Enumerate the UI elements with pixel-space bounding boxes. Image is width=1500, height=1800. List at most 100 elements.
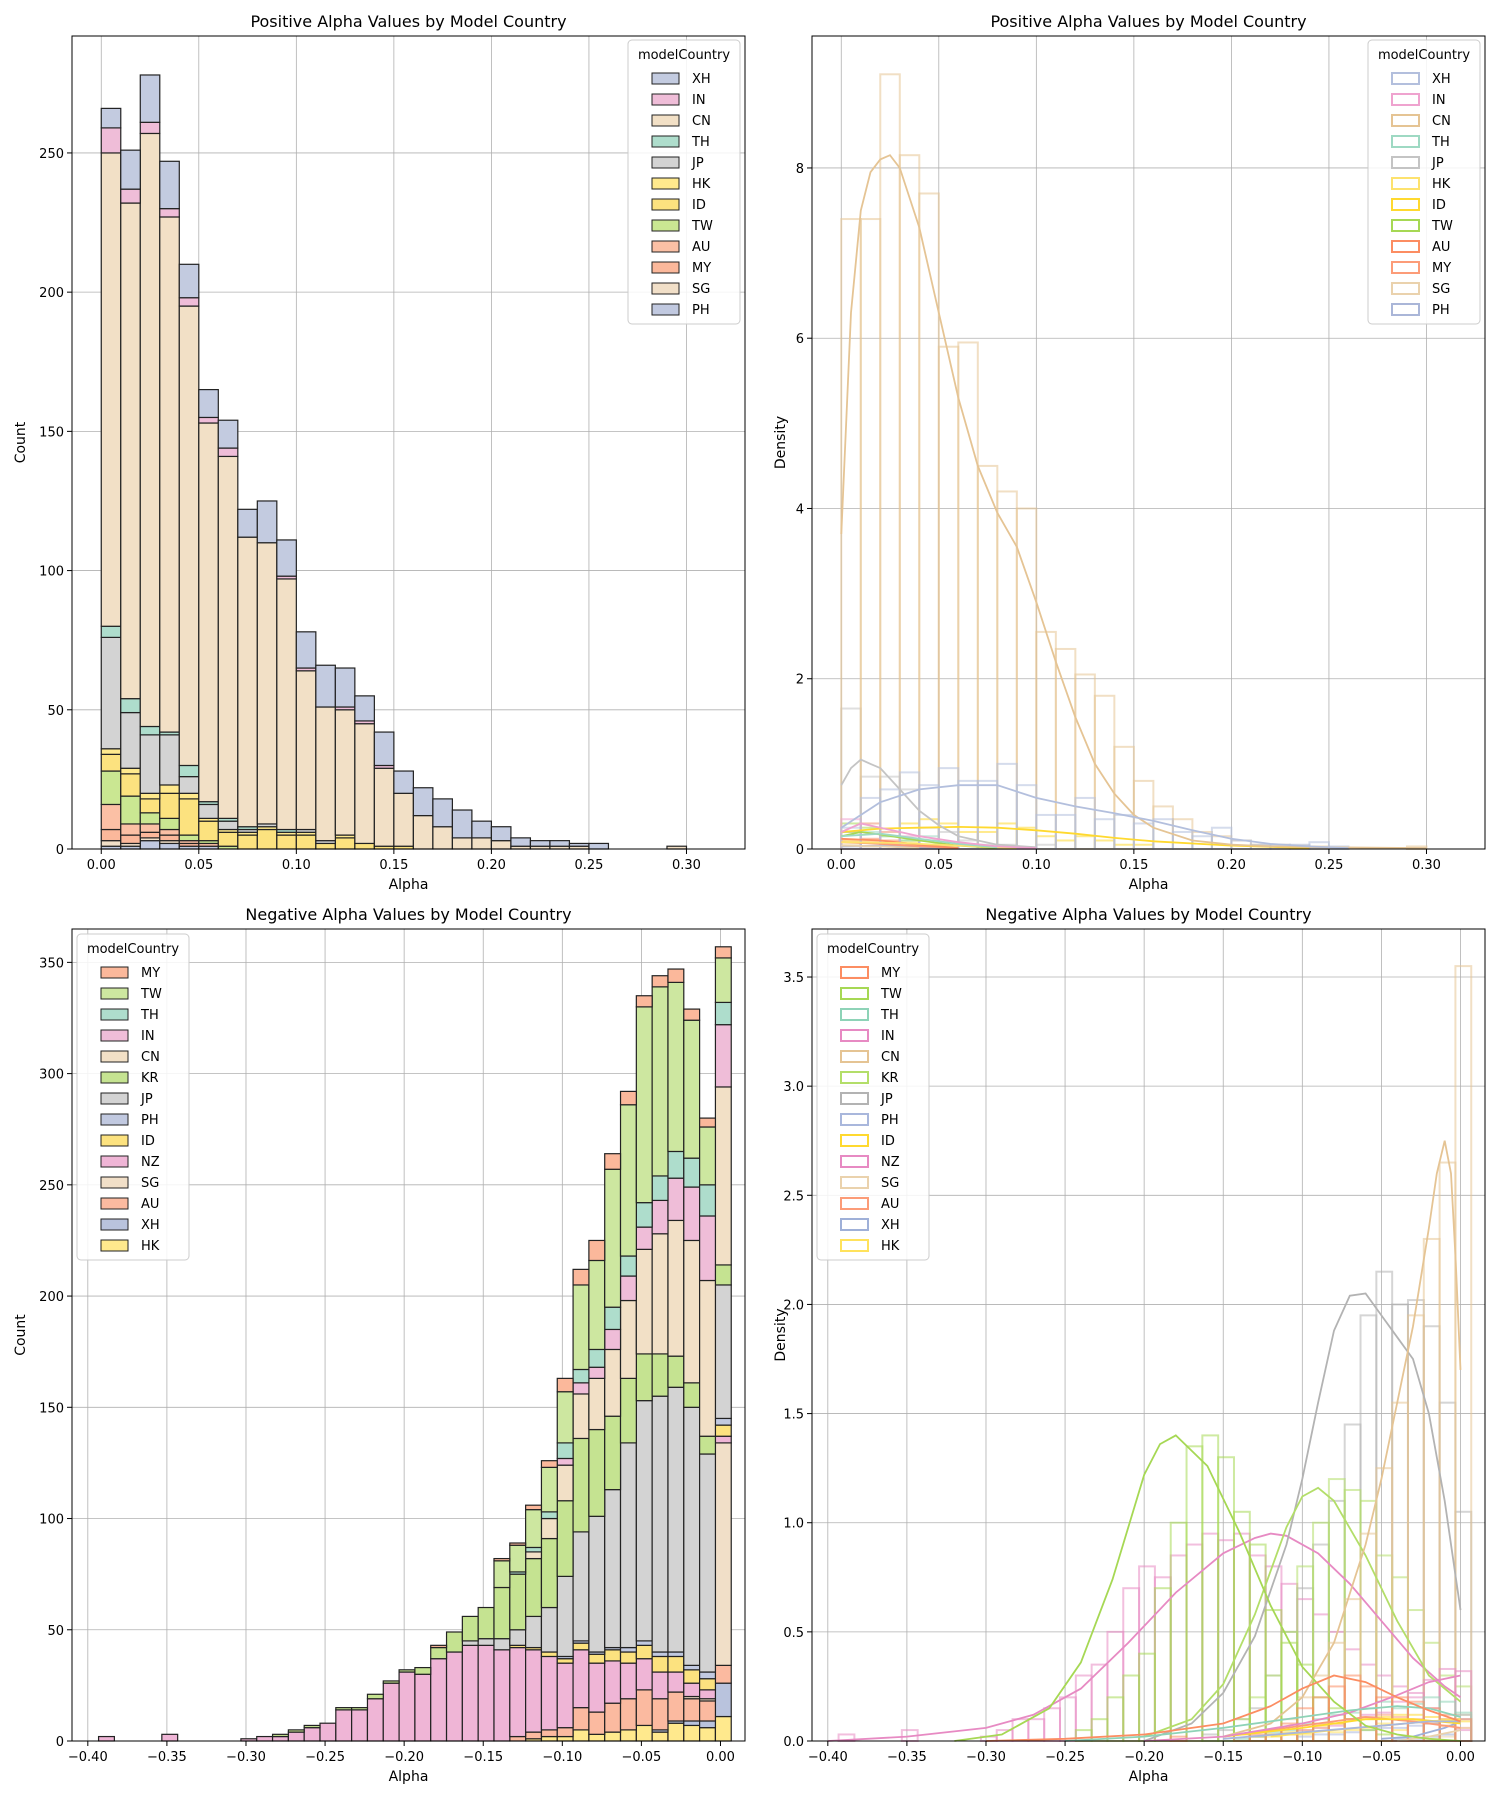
- bar-nz-18: [382, 1682, 400, 1742]
- bar-au-30: [572, 1707, 590, 1731]
- bar-in-0: [100, 127, 122, 154]
- bar-id-13: [354, 842, 375, 850]
- bin-id-11: [1054, 839, 1077, 851]
- x-axis-label: Alpha: [1129, 1769, 1169, 1785]
- bar-in-29: [556, 1457, 574, 1466]
- legend-swatch-in: [100, 1029, 129, 1042]
- bar-my-27: [525, 1504, 543, 1511]
- x-tick-label: −0.25: [305, 1750, 345, 1765]
- bar-tw-35: [651, 986, 669, 1177]
- legend-swatch-nz: [100, 1155, 129, 1168]
- legend: modelCountry MY TW TH IN CN KR JP PH ID NZ SG AU XH HK: [816, 933, 930, 1261]
- bar-id-2: [139, 798, 161, 814]
- bar-xh-6: [217, 419, 239, 449]
- bin-nz-22: [1185, 1543, 1204, 1742]
- legend-label-ph: PH: [141, 1113, 159, 1128]
- bar-ph-37: [683, 1664, 701, 1671]
- bar-th-27: [525, 1546, 543, 1553]
- bar-nz-34: [635, 1658, 653, 1691]
- bar-jp-1: [120, 711, 141, 769]
- chart-1: 0.00 0.05 0.10 0.15 0.20 0.25 0.30 0 50 100 150 200…: [13, 12, 746, 893]
- bar-xh-38: [699, 1720, 717, 1729]
- bar-nz-16: [351, 1709, 369, 1742]
- x-tick-label: 0.30: [672, 858, 701, 873]
- legend-swatch-id: [651, 198, 680, 211]
- bar-kr-12: [287, 1729, 305, 1733]
- bar-id-39: [714, 1424, 732, 1437]
- bar-my-21: [430, 1644, 448, 1649]
- bar-kr-32: [604, 1415, 622, 1491]
- legend-label-th: TH: [691, 135, 710, 150]
- bar-hk-32: [604, 1731, 622, 1742]
- legend-label-xh: XH: [881, 1218, 900, 1233]
- legend-swatch-th: [840, 1008, 869, 1021]
- bar-jp-39: [714, 1284, 732, 1420]
- bar-cn-37: [683, 1239, 701, 1384]
- bar-in-32: [604, 1328, 622, 1351]
- legend-label-hk: HK: [881, 1239, 900, 1254]
- legend-swatch-tw: [100, 987, 129, 1000]
- bar-tw-25: [493, 1560, 511, 1589]
- bar-my-35: [651, 975, 669, 988]
- kde-line-jp: [1143, 1292, 1462, 1742]
- bar-tw-32: [604, 1168, 622, 1308]
- bin-jp-39: [1454, 1510, 1473, 1742]
- bar-jp-32: [604, 1489, 622, 1649]
- x-tick-label: −0.35: [147, 1750, 187, 1765]
- bar-kr-37: [683, 1382, 701, 1408]
- y-tick-label: 250: [39, 147, 64, 162]
- bin-xh-13: [1093, 818, 1116, 850]
- bar-au-3: [159, 828, 180, 836]
- x-tick-label: 0.10: [282, 858, 311, 873]
- legend-title: modelCountry: [1378, 48, 1470, 63]
- bin-in-31: [1327, 1724, 1346, 1743]
- bar-id-8: [256, 828, 278, 850]
- bin-tw-22: [1185, 1445, 1204, 1743]
- bin-jp-34: [1375, 1270, 1394, 1743]
- y-axis-label: Count: [13, 1314, 29, 1356]
- legend-box: [76, 933, 190, 1261]
- y-tick-label: 3.0: [783, 1080, 804, 1095]
- bin-cn-4: [918, 192, 940, 851]
- bin-id-10: [1035, 835, 1057, 850]
- bar-cn-5: [198, 422, 219, 803]
- legend-swatch-hk: [100, 1239, 129, 1252]
- y-tick-label: 200: [39, 1290, 64, 1305]
- legend-box: [627, 39, 741, 325]
- x-tick-label: 0.10: [1022, 858, 1051, 873]
- axes-frame: [811, 35, 1486, 850]
- legend-label-xh: XH: [1432, 72, 1451, 87]
- bar-cn-12: [334, 709, 356, 836]
- x-tick-label: 0.05: [924, 858, 953, 873]
- bar-jp-29: [556, 1575, 574, 1658]
- bar-xh-9: [276, 539, 297, 577]
- bar-th-35: [651, 1175, 669, 1202]
- x-tick-label: −0.10: [542, 1750, 582, 1765]
- bar-id-12: [334, 837, 356, 850]
- bar-jp-30: [572, 1531, 590, 1642]
- bar-xh-15: [393, 770, 414, 794]
- legend-label-jp: JP: [140, 1092, 153, 1107]
- y-tick-label: 150: [39, 1401, 64, 1416]
- legend-label-au: AU: [141, 1197, 159, 1212]
- bar-tw-37: [683, 1019, 701, 1159]
- y-tick-label: 350: [39, 956, 64, 971]
- bar-hk-39: [714, 1715, 732, 1742]
- bar-hk-29: [556, 1735, 574, 1742]
- bar-xh-5: [198, 388, 219, 419]
- legend-label-tw: TW: [140, 987, 162, 1002]
- bin-jp-31: [1327, 1499, 1346, 1742]
- bin-nz-18: [1122, 1587, 1141, 1743]
- kde-line-in: [840, 822, 1037, 849]
- bar-au-1: [120, 823, 141, 836]
- bar-au-27: [525, 1731, 543, 1740]
- bar-hk-35: [651, 1731, 669, 1742]
- bar-tw-4: [178, 834, 200, 842]
- bar-id-29: [556, 1658, 574, 1664]
- x-tick-label: −0.40: [808, 1750, 848, 1765]
- bar-in-6: [217, 447, 239, 458]
- chart-title: Positive Alpha Values by Model Country: [250, 12, 566, 31]
- kde-line-tw: [954, 1434, 1461, 1742]
- legend-label-nz: NZ: [141, 1155, 160, 1170]
- y-tick-label: 2: [796, 673, 804, 688]
